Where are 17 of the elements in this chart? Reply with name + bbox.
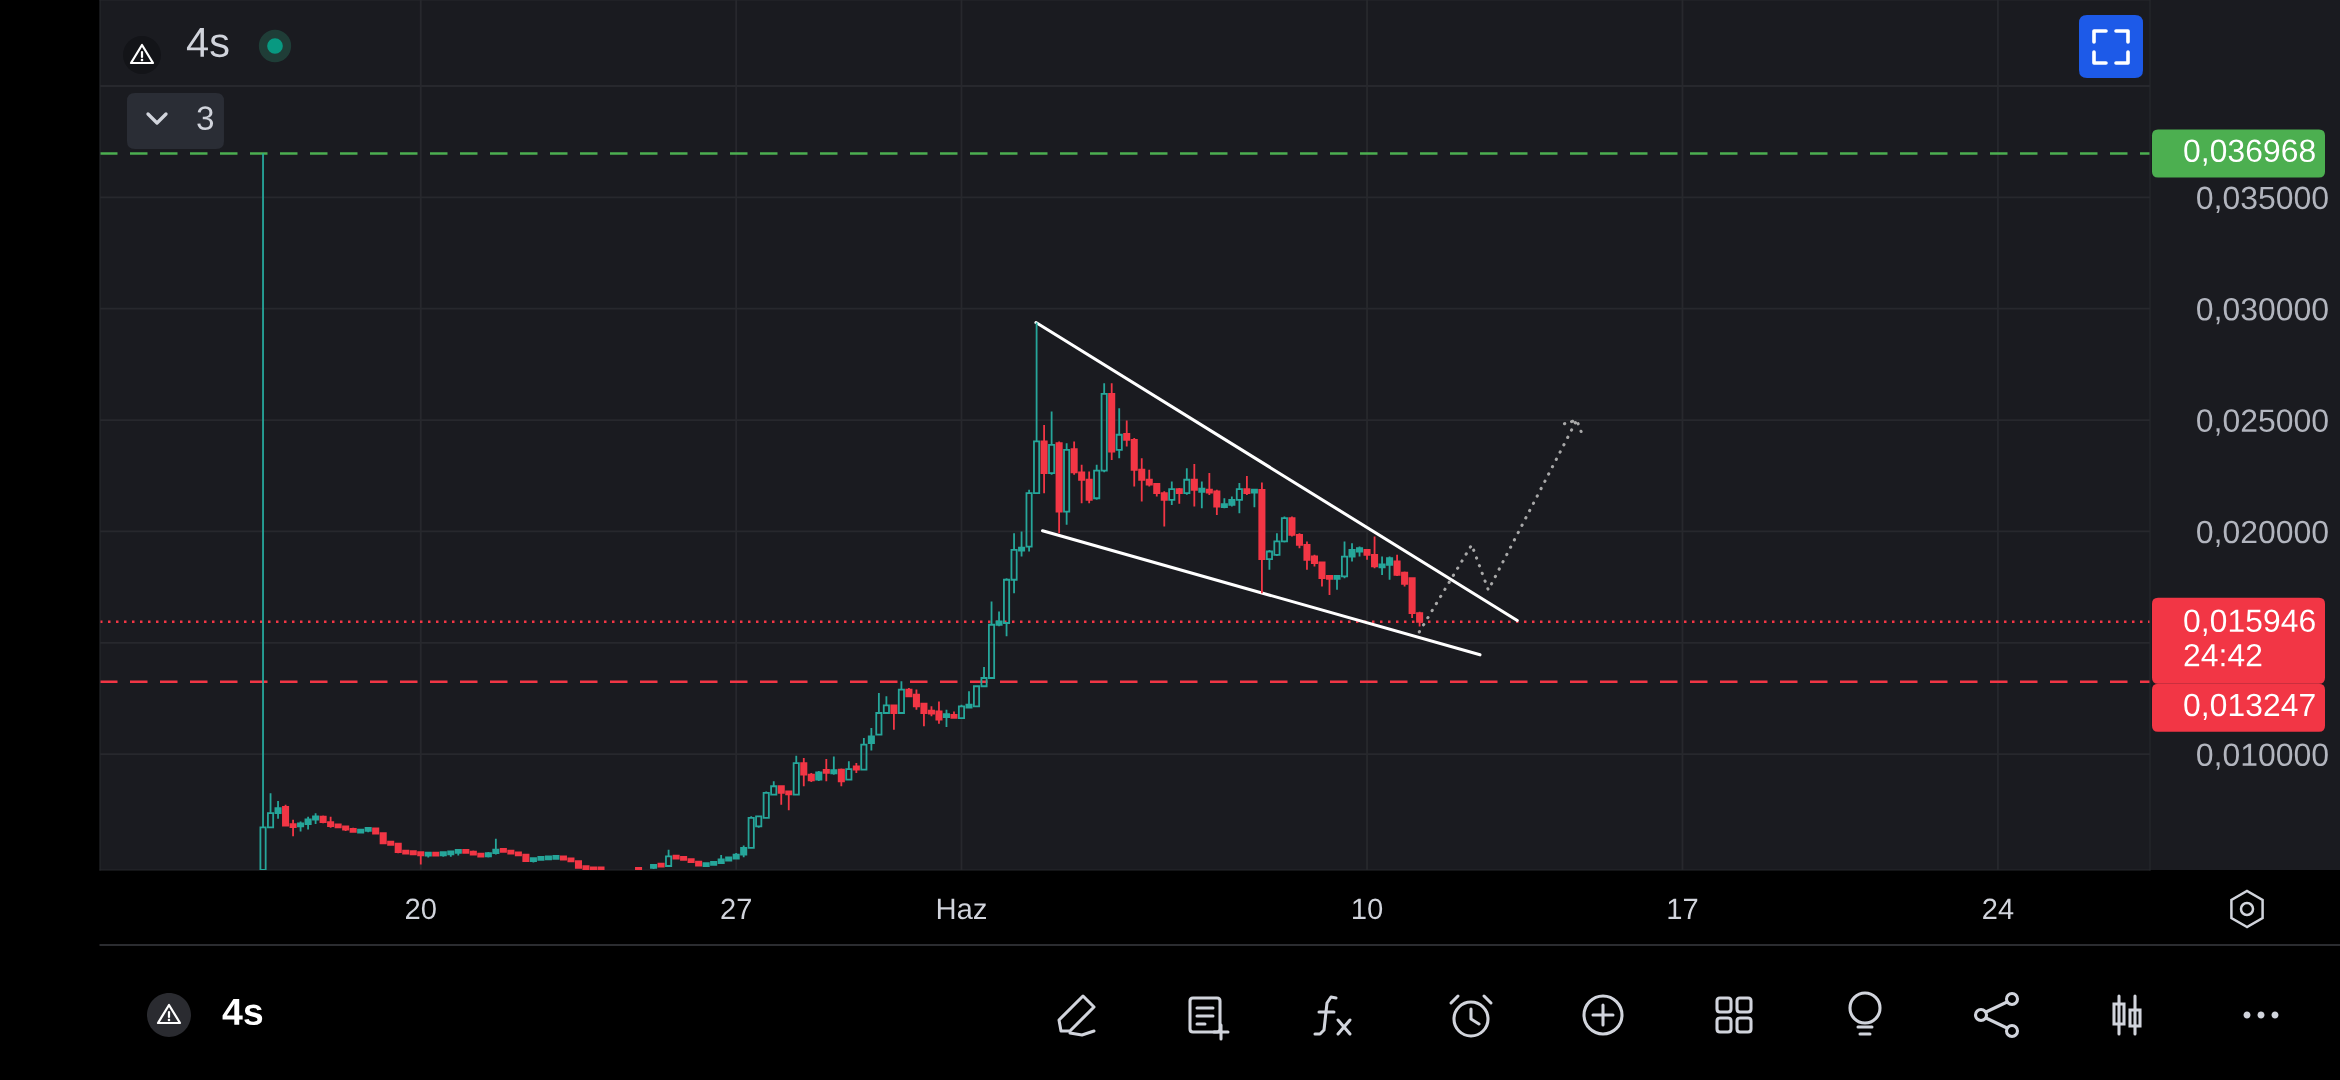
y-tick-label: 0,010000 — [2197, 743, 2328, 770]
x-tick-label: 24 — [1983, 898, 2014, 919]
ref-line-label: 0,036968 — [2184, 139, 2315, 166]
y-tick-label: 0,035000 — [2197, 186, 2328, 214]
y-tick-label: 0,020000 — [2197, 520, 2328, 548]
ref-line-label: 0,015946 24:42 — [2184, 609, 2315, 667]
x-tick-label: 10 — [1353, 898, 1383, 920]
x-tick-label: 27 — [721, 898, 751, 919]
annotation: 3 — [197, 106, 214, 130]
y-tick-label: 0,030000 — [2197, 297, 2328, 325]
text: 4s — [222, 998, 263, 1026]
x-tick-label: Haz — [937, 898, 986, 920]
text: 4s — [186, 28, 229, 58]
x-tick-label: 17 — [1668, 898, 1698, 919]
y-tick-label: 0,025000 — [2197, 409, 2328, 436]
x-tick-label: 20 — [406, 898, 436, 920]
ref-line-label: 0,013247 — [2184, 693, 2315, 721]
